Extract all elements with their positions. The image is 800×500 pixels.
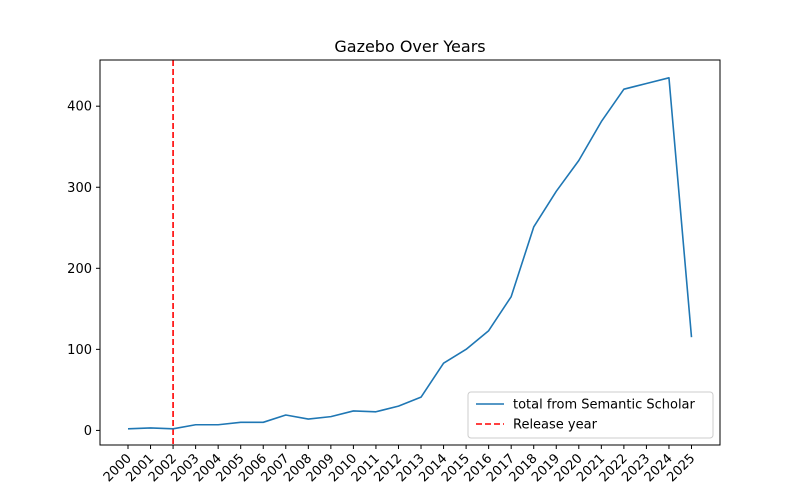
y-tick-label: 200 (67, 262, 92, 277)
legend-item-semantic-scholar-label: total from Semantic Scholar (513, 398, 696, 413)
series-line (127, 77, 693, 430)
plot-frame (99, 59, 721, 446)
y-tick-label: 0 (84, 424, 92, 439)
legend-item-release-year-label: Release year (513, 418, 598, 433)
chart-title: Gazebo Over Years (334, 37, 485, 56)
y-tick-label: 100 (67, 343, 92, 358)
y-tick-label: 300 (67, 181, 92, 196)
legend-box (467, 391, 714, 439)
legend: total from Semantic Scholar Release year (467, 391, 714, 439)
y-tick-label: 400 (67, 100, 92, 115)
